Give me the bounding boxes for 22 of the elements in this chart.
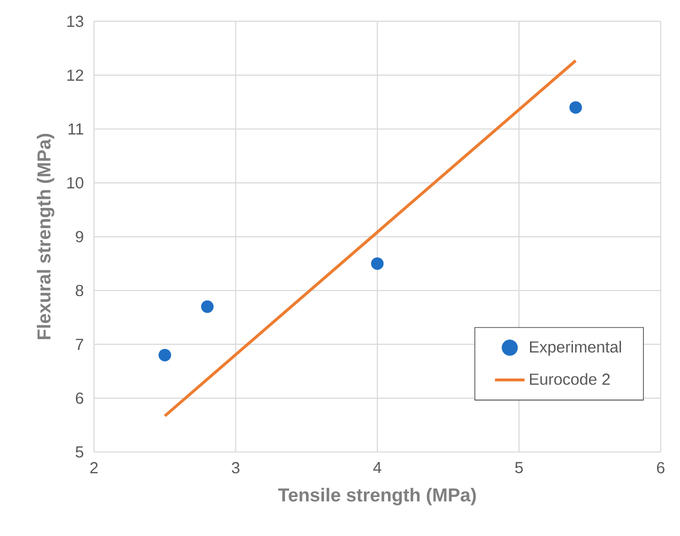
y-tick-label: 9 <box>76 231 84 242</box>
x-tick-label: 2 <box>90 462 98 474</box>
y-tick-label: 7 <box>76 338 84 350</box>
x-tick-label: 6 <box>657 462 664 474</box>
point <box>158 348 172 362</box>
legend-label: Experimental <box>530 340 621 356</box>
y-tick-label: 8 <box>76 284 84 296</box>
x-tick-label: 4 <box>373 462 382 474</box>
y-tick-label: 5 <box>76 446 84 458</box>
x-tick-label: 3 <box>232 462 240 474</box>
y-tick-label: 10 <box>67 177 84 188</box>
point <box>371 257 384 270</box>
y-tick-label: 6 <box>76 392 84 404</box>
y-tick-label: 13 <box>67 16 84 27</box>
legend-label: Eurocode 2 <box>530 373 610 385</box>
x-tick-label: 5 <box>515 462 523 474</box>
y-axis-title: Flexural strength (MPa) <box>36 134 54 340</box>
point <box>201 300 214 313</box>
y-tick-label: 11 <box>68 124 84 135</box>
x-axis-title: Tensile strength (MPa) <box>278 488 476 506</box>
y-tick-label: 12 <box>67 70 84 81</box>
point <box>569 101 582 114</box>
